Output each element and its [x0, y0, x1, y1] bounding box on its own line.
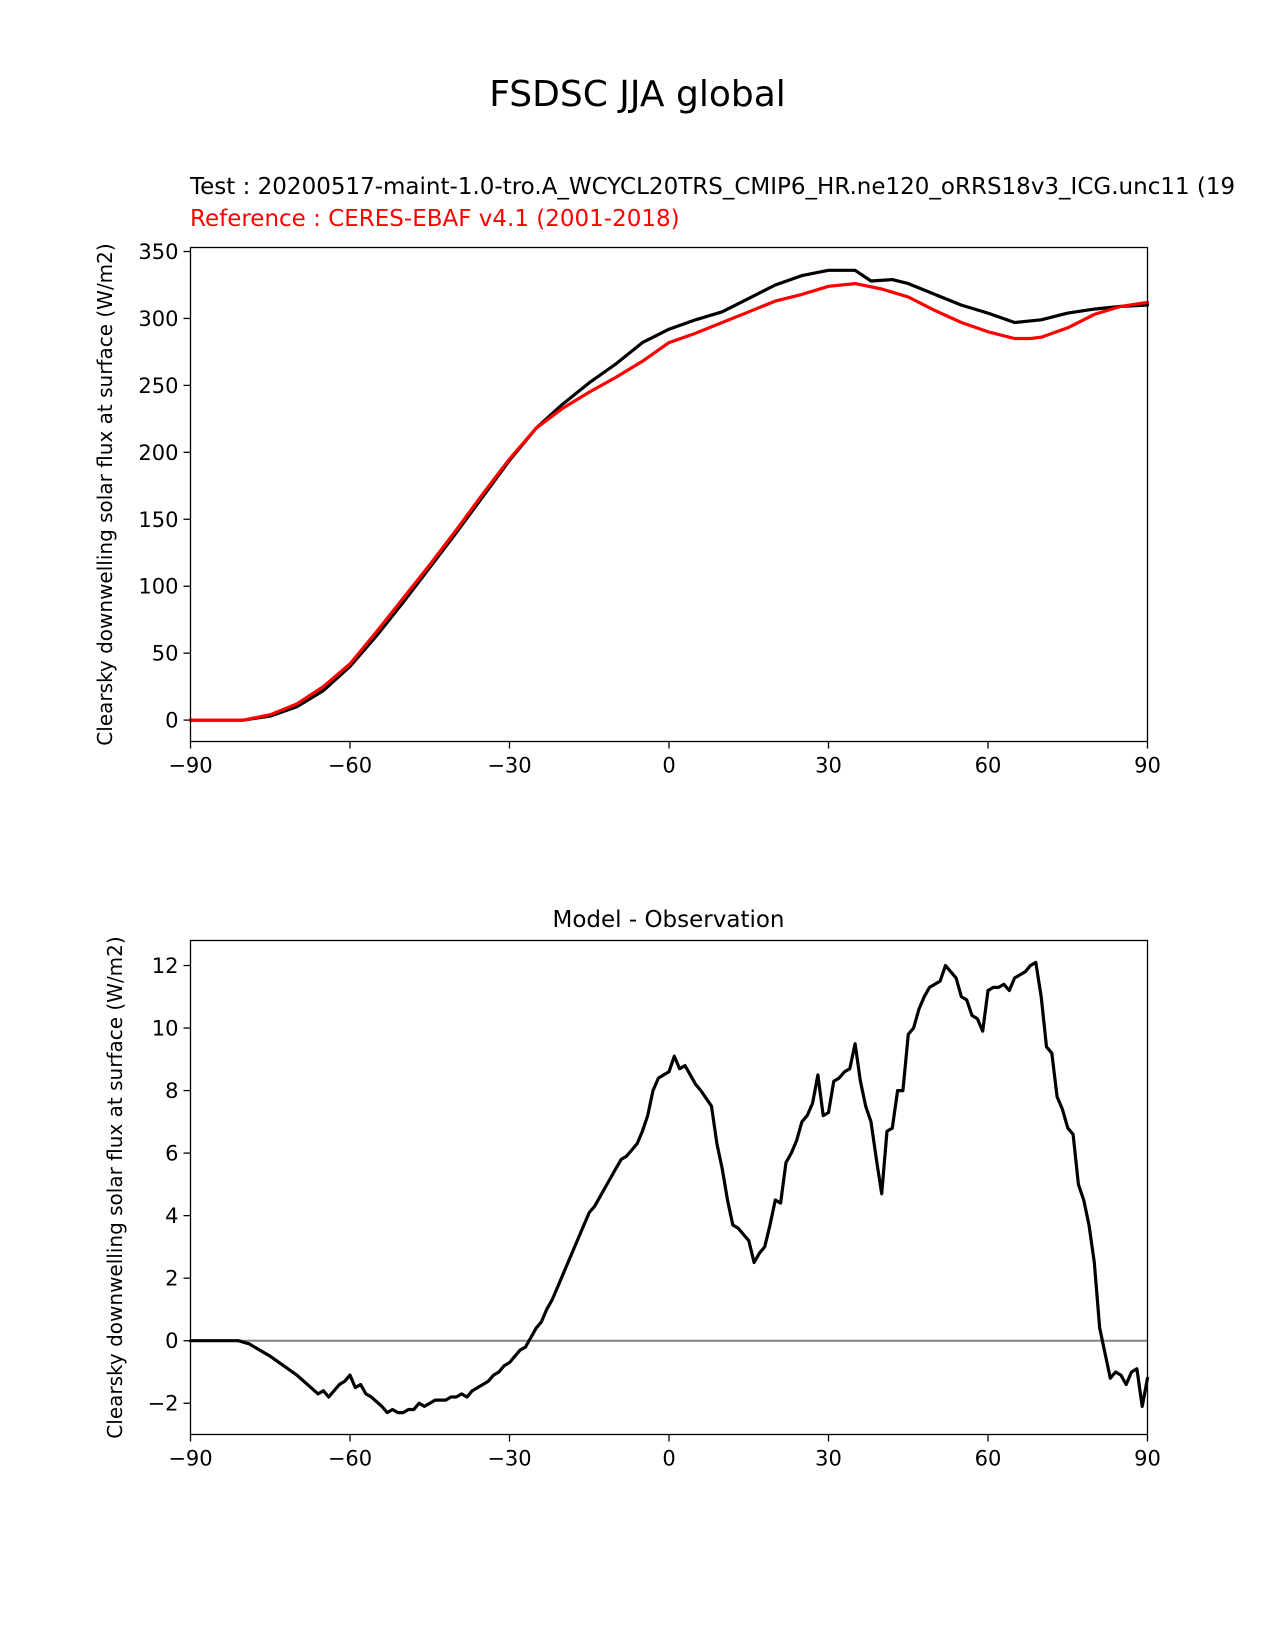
bottom-series	[188, 960, 1150, 1415]
test-title: Test : 20200517-maint-1.0-tro.A_WCYCL20T…	[190, 174, 1236, 200]
top-x-tick-label: −60	[328, 754, 372, 778]
bottom-x-tick-label: 60	[975, 1447, 1002, 1471]
top-x-tick-label: 30	[815, 754, 842, 778]
bottom-y-tick-label: 10	[152, 1017, 179, 1041]
top-series-reference-line	[188, 282, 1150, 722]
top-y-tick-label: 50	[152, 642, 179, 666]
top-y-tick-label: 150	[138, 508, 178, 532]
top-y-tick-label: 250	[138, 374, 178, 398]
bottom-x-tick-label: 0	[662, 1447, 675, 1471]
bottom-x-tick-label: 90	[1134, 1447, 1161, 1471]
top-x-tick-label: 60	[975, 754, 1002, 778]
bottom-y-tick-label: 0	[165, 1329, 178, 1353]
bottom-plot-frame	[189, 939, 1149, 1436]
bottom-y-axis-label-group: Clearsky downwelling solar flux at surfa…	[103, 936, 127, 1438]
bottom-x-tick-label: −60	[328, 1447, 372, 1471]
top-series-test-line	[188, 268, 1150, 722]
top-y-tick-label: 200	[138, 441, 178, 465]
top-x-tick-label: 90	[1134, 754, 1161, 778]
bottom-y-axis-label: Clearsky downwelling solar flux at surfa…	[103, 936, 127, 1438]
top-y-axis-label: Clearsky downwelling solar flux at surfa…	[93, 243, 117, 745]
bottom-x-tick-label: −30	[487, 1447, 531, 1471]
bottom-y-tick-label: 12	[152, 954, 179, 978]
bottom-series-difference-line	[188, 960, 1150, 1415]
top-plot-frame	[189, 246, 1149, 743]
bottom-y-tick-label: 8	[165, 1079, 178, 1103]
bottom-y-tick-label: 4	[165, 1204, 178, 1228]
top-series	[188, 268, 1150, 722]
bottom-y-tick-label: −2	[148, 1392, 179, 1416]
top-x-tick-label: 0	[662, 754, 675, 778]
bottom-chart-title: Model - Observation	[552, 907, 784, 933]
top-y-axis-label-group: Clearsky downwelling solar flux at surfa…	[93, 243, 117, 745]
top-y-tick-label: 350	[138, 240, 178, 264]
reference-title: Reference : CERES-EBAF v4.1 (2001-2018)	[190, 206, 680, 232]
top-x-tick-label: −90	[168, 754, 212, 778]
bottom-ticks: −90 −60 −30 0 30 60 90 −2 0 2 4 6 8 10 12	[148, 954, 1161, 1470]
top-y-tick-label: 100	[138, 575, 178, 599]
bottom-y-tick-label: 2	[165, 1267, 178, 1291]
bottom-x-tick-label: −90	[168, 1447, 212, 1471]
bottom-x-tick-label: 30	[815, 1447, 842, 1471]
bottom-y-tick-label: 6	[165, 1142, 178, 1166]
top-y-tick-label: 300	[138, 307, 178, 331]
top-x-tick-label: −30	[487, 754, 531, 778]
figure-title: FSDSC JJA global	[489, 74, 786, 115]
top-ticks: −90 −60 −30 0 30 60 90 0 50 100 150 200 250 300 350	[138, 240, 1160, 777]
top-y-tick-label: 0	[165, 709, 178, 733]
